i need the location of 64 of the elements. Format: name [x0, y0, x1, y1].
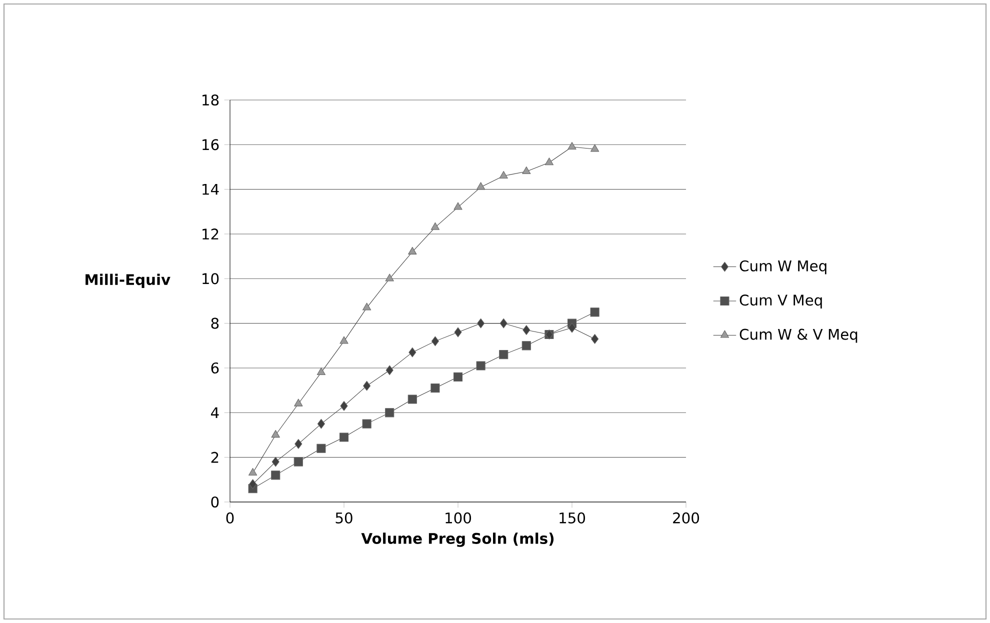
point [522, 341, 531, 350]
point [408, 347, 416, 358]
y-tick-label: 12 [202, 228, 218, 240]
y-tick-label: 14 [202, 184, 219, 195]
legend-label: Cum V Meq [740, 294, 822, 308]
point [385, 274, 394, 282]
y-tick-label: 8 [211, 318, 219, 329]
point [317, 418, 325, 429]
point [476, 361, 486, 370]
point [408, 246, 417, 254]
y-tick-label: 4 [210, 407, 219, 418]
point [454, 327, 462, 338]
x-tick-label: 0 [226, 512, 234, 524]
point [272, 456, 280, 467]
y-tick-label: 18 [202, 94, 219, 106]
point [522, 166, 531, 174]
point [544, 158, 554, 166]
point [408, 394, 417, 404]
point [477, 318, 485, 328]
point [500, 318, 508, 328]
point [568, 322, 576, 333]
y-tick-label: 6 [211, 362, 219, 374]
point [340, 336, 348, 344]
point [316, 444, 326, 453]
x-axis-title: Volume Preg Soln (mls) [361, 532, 554, 547]
point [362, 419, 372, 428]
x-tick-label: 150 [560, 512, 585, 524]
point [248, 468, 258, 476]
y-tick-label: 2 [211, 452, 218, 463]
point [591, 334, 599, 344]
point [363, 380, 371, 391]
point [339, 432, 349, 442]
point [431, 336, 439, 346]
y-axis-title: Milli-Equiv [86, 274, 170, 288]
legend-label: Cum W Meq [740, 260, 826, 274]
x-tick-label: 50 [336, 512, 352, 524]
point [476, 182, 486, 190]
point [271, 430, 280, 438]
point [385, 408, 394, 418]
point [590, 144, 600, 152]
y-tick-label: 0 [211, 496, 219, 508]
x-tick-label: 200 [673, 512, 699, 524]
point [249, 479, 257, 490]
point [362, 302, 372, 310]
point [590, 308, 600, 317]
point [499, 350, 508, 360]
x-tick-label: 100 [446, 512, 472, 524]
y-tick-label: 10 [202, 273, 219, 284]
point [294, 398, 303, 406]
legend-label: Cum W & V Meq [740, 328, 858, 343]
point [294, 438, 302, 449]
point [430, 222, 440, 230]
point [294, 457, 303, 466]
y-tick-label: 16 [202, 139, 219, 150]
point [386, 365, 394, 376]
point [454, 202, 462, 210]
point [453, 372, 463, 382]
point [271, 470, 280, 480]
point [499, 170, 508, 179]
point [316, 368, 326, 376]
point [522, 325, 530, 335]
point [340, 401, 348, 411]
point [568, 142, 576, 150]
point [430, 384, 440, 393]
